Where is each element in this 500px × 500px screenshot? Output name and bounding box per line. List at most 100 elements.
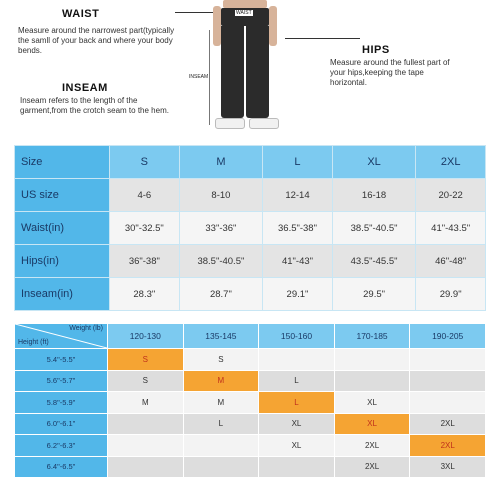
row-label: US size (14, 178, 110, 212)
size-cell (107, 434, 184, 457)
size-cell (107, 455, 184, 478)
model-figure: WAIST HIPS INSEAM (189, 0, 285, 140)
size-header-cell: 2XL (415, 145, 486, 179)
size-cell: S (182, 348, 260, 371)
size-cell (258, 348, 335, 371)
table-cell: 16-18 (331, 178, 417, 212)
size-cell (258, 455, 335, 478)
size-cell: 3XL (409, 455, 486, 478)
recommended-size-cell: 2XL (409, 434, 486, 457)
row-label: Inseam(in) (14, 277, 110, 311)
table-cell: 43.5"-45.5" (331, 244, 417, 278)
weight-header-cell: 150-160 (258, 323, 335, 349)
waist-title: WAIST (62, 8, 100, 20)
table-cell: 28.3" (109, 277, 180, 311)
hips-description: Measure around the fullest part of your … (330, 58, 450, 87)
recommended-size-cell: S (107, 348, 184, 371)
table-cell: 41"-43" (262, 244, 333, 278)
height-axis-label: Height (ft) (18, 339, 49, 346)
weight-axis-label: Weight (lb) (69, 325, 103, 332)
size-header-cell: L (262, 145, 333, 179)
size-cell: XL (258, 412, 335, 435)
size-header-cell: XL (331, 145, 417, 179)
recommended-size-cell: M (182, 369, 260, 392)
height-row: 5.4"-5.5" S S (14, 348, 486, 371)
left-leg (221, 26, 244, 118)
height-weight-body: 5.4"-5.5" S S 5.6"-5.7" S M L 5.8"-5.9" M M L XL 6.0… (14, 348, 486, 478)
size-cell (182, 434, 260, 457)
size-cell: 2XL (333, 455, 411, 478)
size-cell: XL (258, 434, 335, 457)
size-cell: S (107, 369, 184, 392)
table-cell: 33"-36" (178, 211, 264, 245)
height-row: 5.8"-5.9" M M L XL (14, 391, 486, 414)
table-cell: 29.1" (262, 277, 333, 311)
size-cell (409, 369, 486, 392)
height-label: 5.4"-5.5" (14, 348, 108, 371)
weight-header-cell: 120-130 (107, 323, 184, 349)
size-cell: M (107, 391, 184, 414)
left-arm (213, 6, 221, 46)
table-cell: 36.5"-38" (262, 211, 333, 245)
size-cell: M (182, 391, 260, 414)
table-cell: 30"-32.5" (109, 211, 180, 245)
hips-title: HIPS (362, 44, 390, 56)
size-cell (182, 455, 260, 478)
row-label: Waist(in) (14, 211, 110, 245)
height-row: 6.4"-6.5" 2XL 3XL (14, 455, 486, 478)
height-label: 6.0"-6.1" (14, 412, 108, 435)
height-label: 5.6"-5.7" (14, 369, 108, 392)
height-label: 6.4"-6.5" (14, 455, 108, 478)
table-cell: 46"-48" (415, 244, 486, 278)
table-cell: 38.5"-40.5" (331, 211, 417, 245)
corner-divider (15, 324, 107, 348)
right-shoe (249, 118, 279, 129)
height-row: 5.6"-5.7" S M L (14, 369, 486, 392)
pants-waist (221, 8, 269, 26)
size-cell: L (182, 412, 260, 435)
size-cell (333, 369, 411, 392)
size-table: Size S M L XL 2XL US size 4-6 8-10 12-14… (14, 145, 486, 311)
table-cell: 36"-38" (109, 244, 180, 278)
size-header-cell: M (178, 145, 264, 179)
right-leg (246, 26, 269, 118)
waist-tag: WAIST (235, 10, 253, 16)
table-cell: 12-14 (262, 178, 333, 212)
height-row: 6.2"-6.3" XL 2XL 2XL (14, 434, 486, 457)
measurement-guide: WAIST Measure around the narrowest part(… (0, 0, 500, 140)
size-row-label: Size (14, 145, 110, 179)
inseam-tape-line (209, 30, 210, 125)
hips-row: Hips(in) 36"-38" 38.5"-40.5" 41"-43" 43.… (14, 244, 486, 278)
table-cell: 28.7" (178, 277, 264, 311)
us-size-row: US size 4-6 8-10 12-14 16-18 20-22 (14, 178, 486, 212)
hips-pointer-line (285, 38, 360, 39)
size-cell: 2XL (333, 434, 411, 457)
table-cell: 29.5" (331, 277, 417, 311)
height-weight-chart: Weight (lb) Height (ft) 120-130 135-145 … (14, 323, 486, 478)
inseam-row: Inseam(in) 28.3" 28.7" 29.1" 29.5" 29.9" (14, 277, 486, 311)
right-arm (269, 6, 277, 46)
height-label: 6.2"-6.3" (14, 434, 108, 457)
torso (223, 0, 267, 8)
weight-header-cell: 135-145 (182, 323, 260, 349)
weight-header-row: Weight (lb) Height (ft) 120-130 135-145 … (14, 323, 486, 349)
size-cell (107, 412, 184, 435)
size-cell (409, 348, 486, 371)
row-label: Hips(in) (14, 244, 110, 278)
recommended-size-cell: XL (333, 412, 411, 435)
left-shoe (215, 118, 245, 129)
waist-description: Measure around the narrowest part(typica… (18, 26, 175, 55)
table-cell: 8-10 (178, 178, 264, 212)
size-cell (409, 391, 486, 414)
height-row: 6.0"-6.1" L XL XL 2XL (14, 412, 486, 435)
table-cell: 20-22 (415, 178, 486, 212)
table-cell: 29.9" (415, 277, 486, 311)
table-cell: 4-6 (109, 178, 180, 212)
size-header-cell: S (109, 145, 180, 179)
inseam-title: INSEAM (62, 82, 108, 94)
inseam-tag: INSEAM (189, 74, 209, 80)
size-cell: 2XL (409, 412, 486, 435)
size-cell: XL (333, 391, 411, 414)
weight-header-cell: 170-185 (333, 323, 411, 349)
recommended-size-cell: L (258, 391, 335, 414)
